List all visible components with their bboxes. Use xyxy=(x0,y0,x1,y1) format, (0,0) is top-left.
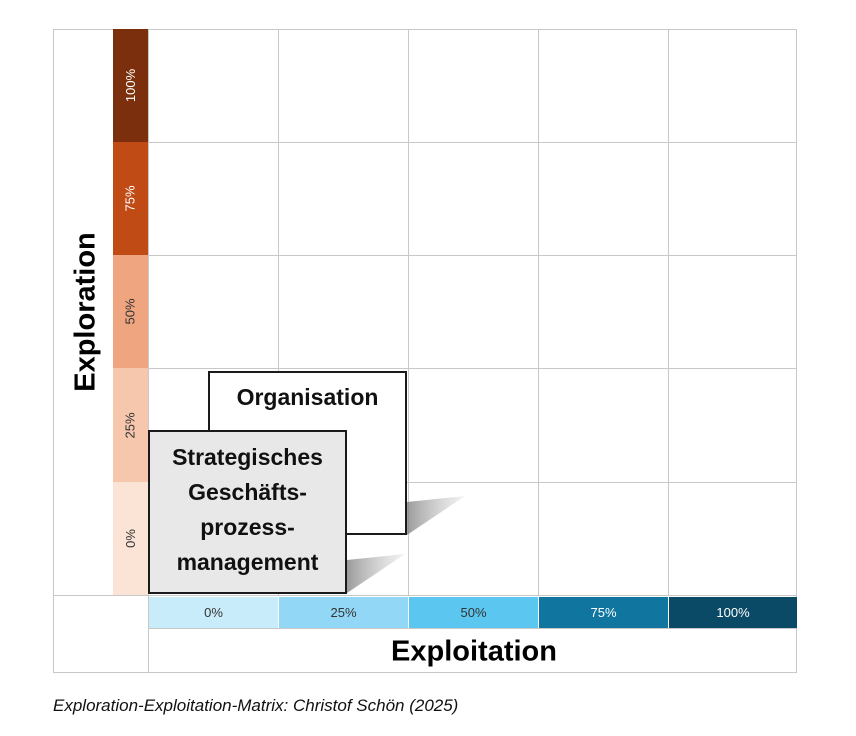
y-axis-title: Exploration xyxy=(69,232,102,392)
y-level-25: 25% xyxy=(113,368,148,482)
x-level-0: 0% xyxy=(149,597,278,628)
x-level-75: 75% xyxy=(539,597,668,628)
sgpm-line-2: Geschäfts- xyxy=(188,479,307,505)
sgpm-line-3: prozess- xyxy=(200,514,295,540)
y-level-50: 50% xyxy=(113,255,148,368)
matrix-frame xyxy=(53,29,797,673)
y-level-100: 100% xyxy=(113,29,148,142)
y-level-75: 75% xyxy=(113,142,148,255)
strategic-bpm-box: Strategisches Geschäfts- prozess- manage… xyxy=(148,430,347,594)
figure-caption: Exploration-Exploitation-Matrix: Christo… xyxy=(53,696,459,715)
x-level-100: 100% xyxy=(669,597,797,628)
x-level-25: 25% xyxy=(279,597,408,628)
y-level-0: 0% xyxy=(113,482,148,595)
sgpm-line-1: Strategisches xyxy=(172,444,323,470)
sgpm-line-4: management xyxy=(176,549,319,575)
organisation-label: Organisation xyxy=(236,384,379,410)
x-level-50: 50% xyxy=(409,597,538,628)
sgpm-box-shadow xyxy=(347,554,405,593)
organisation-box-shadow xyxy=(407,496,465,535)
x-axis-title: Exploitation xyxy=(391,635,557,668)
